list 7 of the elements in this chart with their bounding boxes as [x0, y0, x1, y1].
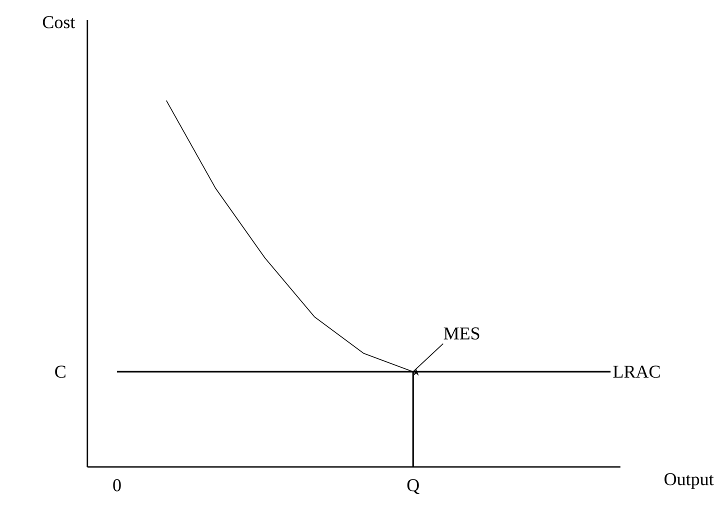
ref-line-label: C: [55, 366, 66, 378]
x-axis-title: Output: [664, 473, 714, 489]
series-label: LRAC: [613, 366, 660, 378]
x-tick-label: Q: [407, 479, 420, 494]
annotation: MES: [444, 327, 480, 340]
x-tick-label: 0: [113, 479, 121, 492]
y-axis-title: Cost: [42, 16, 76, 28]
